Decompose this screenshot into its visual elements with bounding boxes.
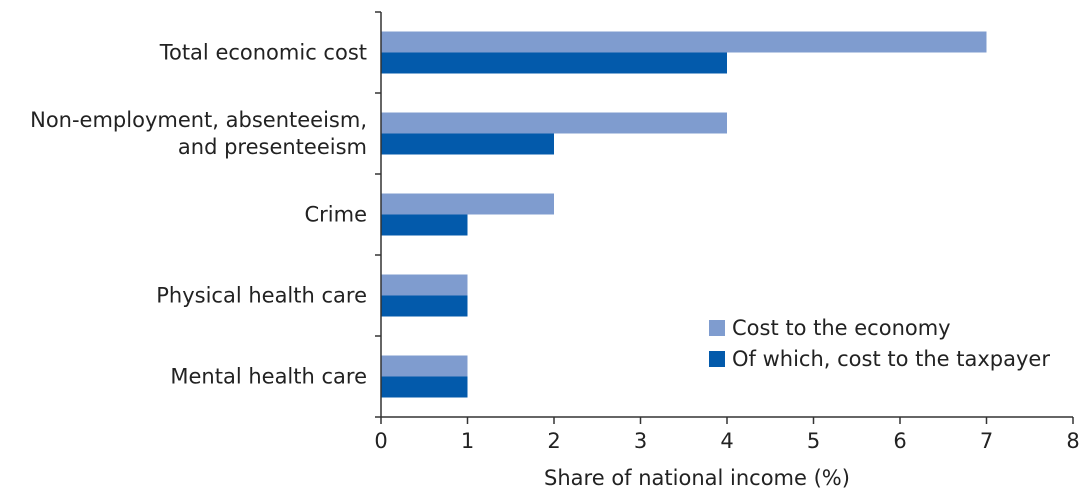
legend-swatch — [709, 351, 725, 367]
x-tick-label: 3 — [634, 429, 647, 453]
category-label: Total economic cost — [159, 41, 367, 65]
category-label: Non-employment, absenteeism, and presente… — [30, 108, 367, 159]
x-tick-label: 2 — [547, 429, 560, 453]
category-labels: Total economic cost Non-employment, absen… — [30, 41, 367, 389]
x-tick-label: 0 — [374, 429, 387, 453]
bar — [381, 214, 468, 236]
bar — [381, 355, 468, 377]
x-axis-ticks: 0 1 2 3 4 5 6 7 8 — [374, 417, 1080, 453]
legend-swatch — [709, 320, 725, 336]
x-tick-label: 1 — [461, 429, 474, 453]
legend-label: Cost to the economy — [732, 316, 951, 340]
bars-group — [381, 31, 987, 398]
y-axis-ticks — [375, 11, 381, 418]
x-axis-title: Share of national income (%) — [544, 466, 850, 490]
bar — [381, 193, 554, 215]
bar — [381, 274, 468, 296]
x-tick-label: 4 — [720, 429, 733, 453]
legend-label: Of which, cost to the taxpayer — [732, 347, 1050, 371]
bar — [381, 112, 727, 134]
legend: Cost to the economy Of which, cost to the… — [709, 316, 1050, 371]
x-tick-label: 6 — [893, 429, 906, 453]
category-label: Mental health care — [170, 365, 367, 389]
bar — [381, 295, 468, 317]
bar — [381, 133, 554, 155]
bar — [381, 52, 727, 74]
category-label: Physical health care — [156, 284, 367, 308]
x-tick-label: 5 — [807, 429, 820, 453]
bar — [381, 376, 468, 398]
bar — [381, 31, 987, 53]
x-tick-label: 7 — [980, 429, 993, 453]
category-label: Crime — [304, 203, 367, 227]
x-tick-label: 8 — [1066, 429, 1079, 453]
